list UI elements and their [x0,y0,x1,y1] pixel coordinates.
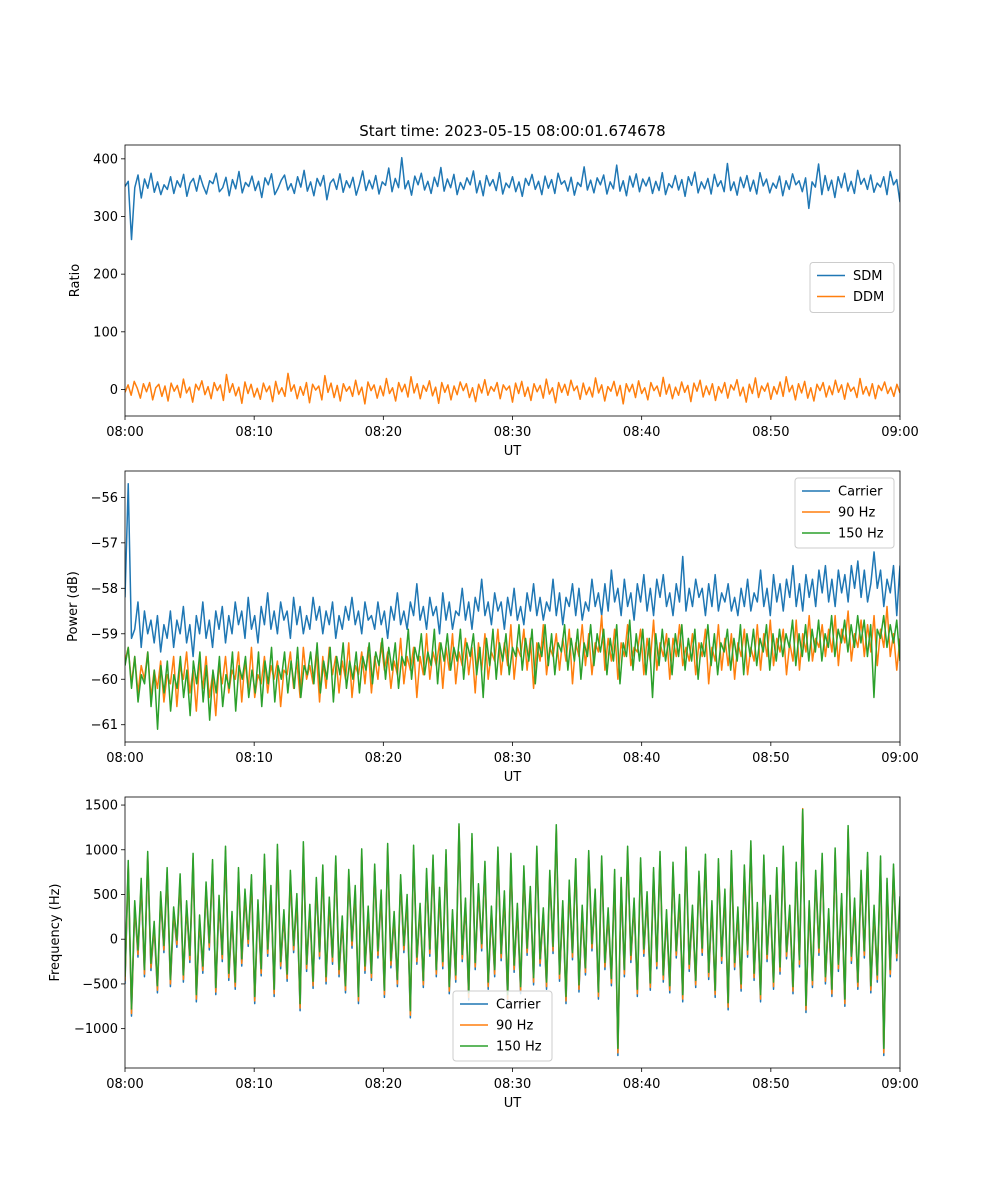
y-tick-label: −57 [91,536,118,551]
x-tick-label: 09:00 [881,425,918,440]
series-line-sdm [125,156,900,241]
x-axis-label: UT [504,444,522,459]
series-line-carrier [125,482,900,658]
x-tick-label: 08:00 [106,425,143,440]
x-tick-label: 09:00 [881,1077,918,1092]
panel-2: 08:00 08:10 08:20 08:30 08:40 08:50 09:00 −61 −6… [66,470,919,785]
y-tick-label: 0 [110,383,118,398]
series-lines [125,482,900,731]
x-tick-label: 08:30 [494,1077,531,1092]
x-tick-label: 08:40 [623,425,660,440]
x-tick-label: 08:40 [623,1077,660,1092]
y-axis-label: Frequency (Hz) [48,883,63,981]
x-tick-label: 08:30 [494,425,531,440]
x-tick-label: 08:10 [235,1077,272,1092]
y-tick-label: 400 [93,152,118,167]
x-tick-label: 08:50 [752,751,789,766]
legend-label: Carrier [838,485,883,500]
legend-label: Carrier [496,998,541,1013]
y-tick-label: −60 [91,673,118,688]
x-tick-label: 08:50 [752,425,789,440]
x-tick-label: 08:00 [106,751,143,766]
y-axis-label: Power (dB) [66,571,81,642]
legend-label: 150 Hz [496,1040,542,1055]
x-tick-label: 08:00 [106,1077,143,1092]
y-tick-label: 1500 [85,799,118,814]
legend-label: 150 Hz [838,527,884,542]
series-line-150-hz [125,614,900,731]
y-tick-label: −58 [91,582,118,597]
legend-label: SDM [853,269,882,284]
y-tick-label: 300 [93,210,118,225]
y-tick-label: 100 [93,325,118,340]
x-tick-label: 08:40 [623,751,660,766]
series-line-ddm [125,372,900,405]
y-tick-label: −1000 [74,1022,118,1037]
legend: Carrier 90 Hz 150 Hz [452,990,553,1062]
y-tick-label: 500 [93,888,118,903]
figure-title: Start time: 2023-05-15 08:00:01.674678 [359,122,665,140]
x-tick-label: 08:10 [235,425,272,440]
legend: Carrier 90 Hz 150 Hz [794,477,895,549]
legend-label: DDM [853,290,884,305]
x-tick-label: 08:50 [752,1077,789,1092]
legend: SDM DDM [809,262,895,313]
y-tick-label: −61 [91,718,118,733]
x-tick-label: 08:20 [365,751,402,766]
series-lines [125,807,900,1057]
y-tick-label: 200 [93,268,118,283]
x-tick-label: 08:20 [365,1077,402,1092]
y-tick-label: 1000 [85,843,118,858]
panel-1: 08:00 08:10 08:20 08:30 08:40 08:50 09:00 0 100 2… [68,144,919,459]
panel-3: 08:00 08:10 08:20 08:30 08:40 08:50 09:00 −1000… [48,796,919,1111]
y-tick-label: −500 [82,977,118,992]
x-axis-label: UT [504,1096,522,1111]
legend-label: 90 Hz [838,506,875,521]
x-tick-label: 08:30 [494,751,531,766]
y-tick-label: −56 [91,491,118,506]
y-axis-label: Ratio [68,264,83,297]
x-tick-label: 08:10 [235,751,272,766]
legend-label: 90 Hz [496,1019,533,1034]
series-lines [125,156,900,405]
series-line-150-hz [125,808,900,1050]
x-axis-label: UT [504,770,522,785]
series-line-90-hz [125,605,900,717]
x-tick-label: 09:00 [881,751,918,766]
x-tick-label: 08:20 [365,425,402,440]
y-tick-label: 0 [110,933,118,948]
chart-panels: 08:00 08:10 08:20 08:30 08:40 08:50 09:00 0 100 2… [48,144,919,1111]
y-tick-label: −59 [91,627,118,642]
legend-box [794,477,895,549]
legend-box [452,990,553,1062]
